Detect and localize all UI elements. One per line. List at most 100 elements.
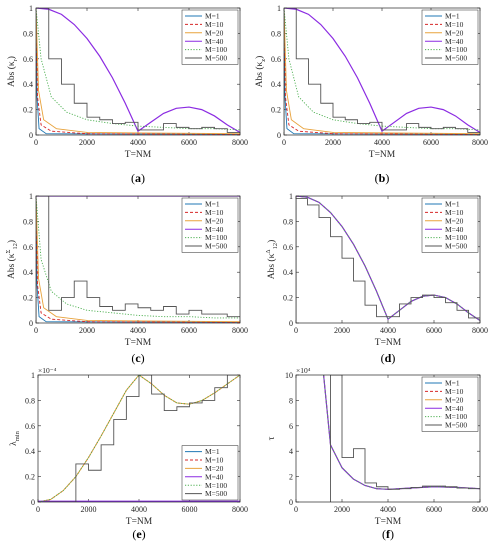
chart-panel-b: 0 2000 4000 6000 800000.20.40.60.81M=1M=10M=… (254, 4, 488, 185)
series-line-m-500 (38, 375, 240, 502)
legend-label: M=500 (445, 54, 467, 63)
legend-label: M=100 (205, 481, 227, 490)
legend-label: M=1 (445, 200, 460, 209)
series-line-m-500 (330, 375, 480, 502)
chart-panel-f: 0 2000 4000 6000 80000246810×10⁴M=1M=10M=20M… (267, 366, 488, 541)
x-tick-label: 4000 (374, 138, 390, 147)
x-tick-label: 6000 (181, 138, 197, 147)
y-tick-label: 0.6 (271, 55, 281, 64)
y-tick-label: 0.4 (23, 80, 33, 89)
plot-frame (295, 374, 481, 503)
x-tick-label: 0 (34, 326, 38, 335)
x-axis-label: T=NM (125, 150, 152, 160)
x-tick-label: 0 (294, 505, 298, 514)
x-tick-label: 2000 (334, 505, 350, 514)
legend-label: M=40 (205, 37, 224, 46)
legend-label: M=10 (205, 456, 224, 465)
y-axis-label: Abs (κz) (254, 56, 267, 88)
y-tick-label: 0.4 (271, 80, 281, 89)
legend-label: M=40 (445, 37, 464, 46)
legend-label: M=500 (445, 421, 467, 430)
x-tick-label: 6000 (423, 138, 439, 147)
y-tick-label: 0.2 (25, 473, 35, 482)
y-tick-label: 1 (277, 4, 281, 13)
plot-frame (295, 195, 481, 324)
y-tick-label: 0.2 (23, 106, 33, 115)
legend-label: M=1 (445, 379, 460, 388)
legend-label: M=500 (205, 489, 227, 498)
chart-panel-d: 0 2000 4000 6000 800000.20.40.60.81M=1M=10M=… (265, 192, 488, 365)
legend-label: M=10 (445, 20, 464, 29)
chart-panel-e: 0 2000 4000 6000 800000.20.40.60.81×10⁻⁴M=1M… (9, 366, 248, 541)
series-line-m-500 (284, 8, 480, 135)
legend-label: M=1 (445, 12, 460, 21)
legend-label: M=100 (205, 45, 227, 54)
series-line-m-20 (38, 375, 240, 502)
x-tick-label: 2000 (325, 138, 341, 147)
legend-label: M=40 (445, 404, 464, 413)
x-tick-label: 4000 (380, 326, 396, 335)
y-tick-label: 4 (289, 447, 293, 456)
panel-letter: (e) (132, 527, 145, 541)
y-tick-label: 0.8 (283, 217, 293, 226)
y-tick-label: 2 (289, 473, 293, 482)
panel-letter: (a) (131, 171, 145, 185)
y-tick-label: 0.2 (283, 294, 293, 303)
y-tick-label: 0.4 (283, 268, 293, 277)
x-axis-label: T=NM (369, 150, 396, 160)
y-tick-label: 0.6 (23, 243, 33, 252)
x-tick-label: 2000 (79, 326, 95, 335)
y-tick-label: 1 (29, 192, 33, 201)
x-tick-label: 8000 (472, 326, 488, 335)
y-tick-label: 0 (289, 498, 293, 507)
legend-label: M=100 (445, 45, 467, 54)
x-tick-label: 6000 (182, 505, 198, 514)
legend-label: M=10 (205, 208, 224, 217)
x-axis-label: T=NM (375, 517, 402, 527)
series-line-m-20 (36, 196, 240, 323)
x-tick-label: 8000 (232, 505, 248, 514)
legend-label: M=40 (445, 225, 464, 234)
y-tick-label: 0 (277, 131, 281, 140)
legend-label: M=40 (205, 225, 224, 234)
series-line-m-500 (36, 196, 240, 323)
x-tick-label: 0 (34, 138, 38, 147)
legend-label: M=20 (205, 28, 224, 37)
x-tick-label: 8000 (472, 505, 488, 514)
x-tick-label: 4000 (130, 326, 146, 335)
legend-label: M=1 (205, 200, 220, 209)
plot-frame (37, 374, 241, 503)
legend-label: M=500 (205, 242, 227, 251)
legend-label: M=100 (445, 233, 467, 242)
x-tick-label: 2000 (334, 326, 350, 335)
y-tick-label: 0 (29, 319, 33, 328)
x-tick-label: 4000 (131, 505, 147, 514)
y-tick-label: 0.6 (25, 422, 35, 431)
y-tick-label: 1 (31, 371, 35, 380)
series-line-m-10 (36, 8, 240, 135)
y-tick-label: 0.8 (23, 29, 33, 38)
legend-label: M=20 (445, 28, 464, 37)
legend-label: M=10 (205, 20, 224, 29)
panel-letter: (f) (382, 527, 394, 541)
y-tick-label: 0.8 (271, 29, 281, 38)
x-tick-label: 2000 (79, 138, 95, 147)
x-tick-label: 8000 (232, 138, 248, 147)
legend-label: M=20 (445, 216, 464, 225)
legend-label: M=1 (205, 447, 220, 456)
x-axis-label: T=NM (125, 338, 152, 348)
legend-label: M=10 (445, 387, 464, 396)
legend-label: M=1 (205, 12, 220, 21)
x-tick-label: 6000 (426, 326, 442, 335)
y-tick-label: 0 (289, 319, 293, 328)
y-tick-label: 0.2 (271, 106, 281, 115)
x-tick-label: 6000 (181, 326, 197, 335)
plot-frame (283, 7, 481, 136)
panel-letter: (c) (131, 351, 144, 365)
y-tick-label: 0.2 (23, 294, 33, 303)
series-line-m-10 (36, 196, 240, 323)
